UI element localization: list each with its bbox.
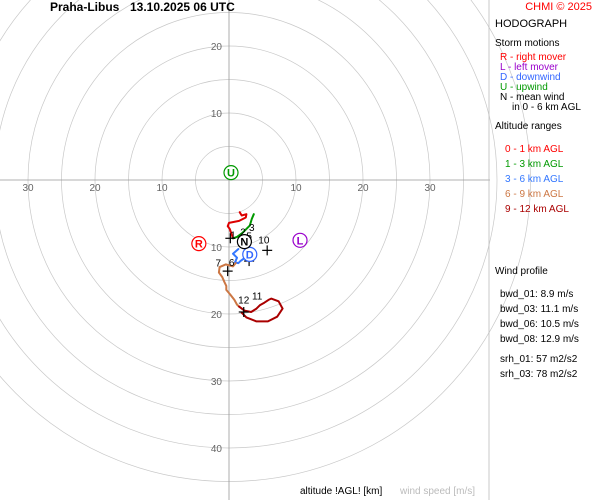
storm-motion-d [242, 246, 258, 262]
storm-motion-label: L [297, 235, 304, 247]
altitude-label: 3 [249, 223, 255, 234]
axis-tick-label: 10 [290, 183, 302, 194]
legend-panel: HODOGRAPH Storm motions R - right mover … [495, 18, 600, 382]
storm-legend-n-note: in 0 - 6 km AGL [512, 102, 581, 113]
altitude-label: 12 [238, 295, 250, 306]
altitude-caption: altitude !AGL! [km] [300, 486, 383, 497]
alt-legend-0-1: 0 - 1 km AGL [505, 144, 564, 155]
axis-tick-label: 20 [89, 183, 101, 194]
storm-legend-d: D - downwind [500, 72, 561, 83]
axis-tick-label: 40 [211, 444, 223, 455]
storm-legend-l: L - left mover [500, 62, 558, 73]
axis-tick-label: 30 [424, 183, 436, 194]
alt-legend-6-9: 6 - 9 km AGL [505, 189, 564, 200]
storm-motion-label: D [246, 249, 254, 261]
altitude-label: 1 [230, 230, 236, 241]
axis-tick-label: 30 [22, 183, 34, 194]
storm-motion-l [292, 232, 308, 248]
storm-heading: Storm motions [495, 38, 560, 49]
alt-legend-3-6: 3 - 6 km AGL [505, 174, 564, 185]
storm-motion-label: U [227, 168, 235, 180]
profile-bwd-08: bwd_08: 12.9 m/s [500, 334, 579, 345]
profile-bwd-01: bwd_01: 8.9 m/s [500, 289, 574, 300]
station-name: Praha-Libus [50, 0, 120, 14]
axis-tick-label: 20 [211, 42, 223, 53]
storm-motion-u [223, 165, 239, 181]
storm-motion-r [191, 236, 207, 252]
hodograph-segment-3 [217, 262, 241, 308]
altitude-label: 10 [258, 236, 270, 247]
profile-bwd-06: bwd_06: 10.5 m/s [500, 319, 579, 330]
storm-motion-label: N [240, 237, 248, 249]
profile-heading: Wind profile [495, 266, 548, 277]
alt-heading: Altitude ranges [495, 121, 562, 132]
storm-motion-n [236, 234, 253, 250]
axis-tick-label: 10 [211, 243, 223, 254]
copyright: CHMI © 2025 [525, 1, 592, 13]
altitude-label: 7 [215, 258, 221, 269]
axis-tick-label: 30 [211, 377, 223, 388]
storm-motion-label: R [195, 239, 203, 251]
hodograph-segment-0 [226, 211, 248, 240]
profile-bwd-03: bwd_03: 11.1 m/s [500, 304, 579, 315]
axis-tick-label: 20 [357, 183, 369, 194]
altitude-label: 2 [240, 228, 246, 239]
alt-legend-1-3: 1 - 3 km AGL [505, 159, 564, 170]
storm-legend-r: R - right mover [500, 52, 567, 63]
hodograph-segment-1 [232, 213, 255, 240]
windspeed-caption: wind speed [m/s] [400, 486, 476, 497]
storm-legend-n: N - mean wind [500, 92, 565, 103]
axis-tick-label: 20 [211, 310, 223, 321]
storm-legend-u: U - upwind [500, 82, 548, 93]
hodograph-segment-4 [238, 297, 284, 323]
axis-tick-label: 10 [156, 183, 168, 194]
axis-tick-label: 10 [211, 109, 223, 120]
profile-srh-03: srh_03: 78 m2/s2 [500, 369, 578, 380]
timestamp: 13.10.2025 06 UTC [130, 0, 235, 14]
profile-srh-01: srh_01: 57 m2/s2 [500, 354, 578, 365]
panel-title: HODOGRAPH [495, 18, 568, 30]
alt-legend-9-12: 9 - 12 km AGL [505, 204, 569, 215]
altitude-label: 6 [229, 258, 235, 269]
altitude-label: 11 [252, 291, 263, 302]
